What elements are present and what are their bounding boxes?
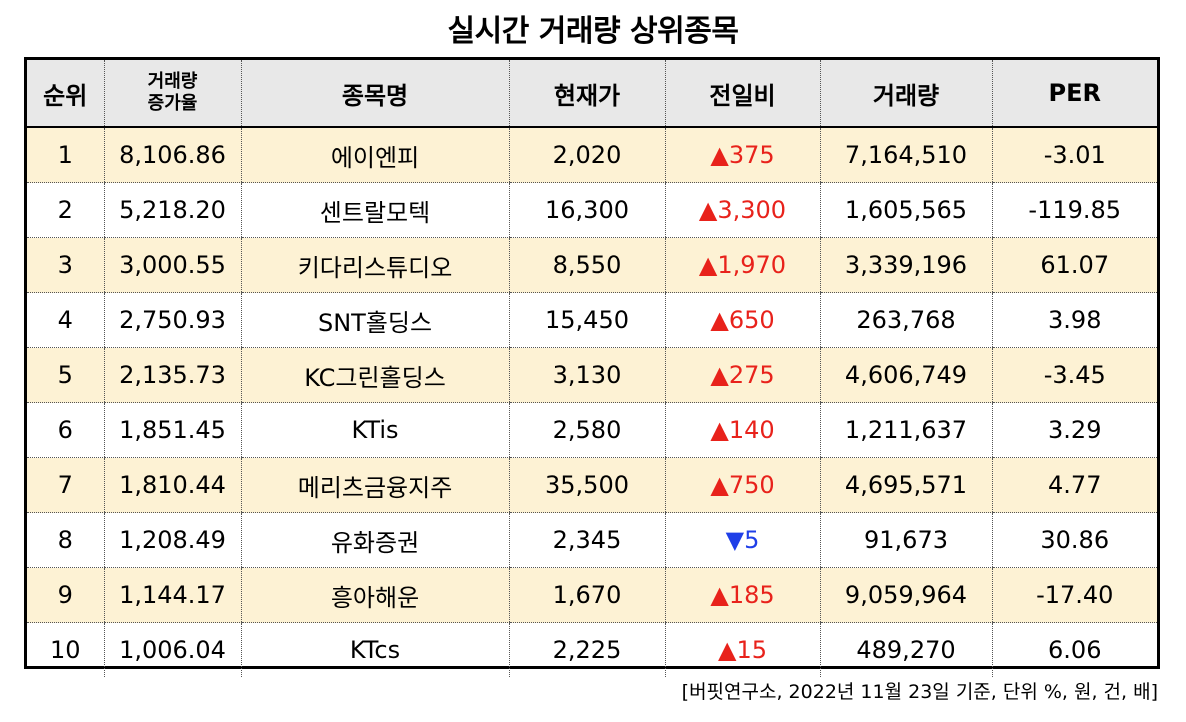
cell-volume-increase: 3,000.55 <box>103 237 241 293</box>
cell-rank: 1 <box>27 127 104 183</box>
cell-volume: 263,768 <box>819 292 992 348</box>
cell-volume-increase: 2,750.93 <box>103 292 241 348</box>
cell-volume: 489,270 <box>819 622 992 677</box>
cell-volume-increase: 5,218.20 <box>103 182 241 238</box>
cell-stock-name: KTcs <box>240 622 509 677</box>
cell-current-price: 16,300 <box>508 182 665 238</box>
cell-rank: 5 <box>27 347 104 403</box>
cell-volume-increase: 1,208.49 <box>103 512 241 568</box>
cell-per: -17.40 <box>991 567 1157 623</box>
table-row: 5 2,135.73 KC그린홀딩스 3,130 ▲275 4,606,749 -3.45 <box>27 347 1157 403</box>
cell-rank: 6 <box>27 402 104 458</box>
header-per: PER <box>991 60 1157 128</box>
table-row: 7 1,810.44 메리츠금융지주 35,500 ▲750 4,695,571 4.77 <box>27 457 1157 513</box>
cell-per: 6.06 <box>991 622 1157 677</box>
cell-volume: 3,339,196 <box>819 237 992 293</box>
cell-volume: 1,605,565 <box>819 182 992 238</box>
cell-volume-increase: 1,851.45 <box>103 402 241 458</box>
cell-rank: 2 <box>27 182 104 238</box>
table-header-row: 순위 거래량 증가율 종목명 현재가 전일비 거래량 PER <box>27 60 1157 128</box>
cell-current-price: 3,130 <box>508 347 665 403</box>
cell-current-price: 2,020 <box>508 127 665 183</box>
cell-stock-name: 키다리스튜디오 <box>240 237 509 293</box>
cell-volume-increase: 2,135.73 <box>103 347 241 403</box>
cell-stock-name: KC그린홀딩스 <box>240 347 509 403</box>
cell-change: ▲650 <box>664 292 820 348</box>
cell-change: ▲15 <box>664 622 820 677</box>
cell-change: ▲375 <box>664 127 820 183</box>
cell-current-price: 8,550 <box>508 237 665 293</box>
cell-volume: 7,164,510 <box>819 127 992 183</box>
cell-stock-name: 흥아해운 <box>240 567 509 623</box>
table-row: 2 5,218.20 센트랄모텍 16,300 ▲3,300 1,605,565 -119.… <box>27 182 1157 238</box>
cell-current-price: 35,500 <box>508 457 665 513</box>
cell-per: -3.01 <box>991 127 1157 183</box>
cell-change: ▲750 <box>664 457 820 513</box>
header-current-price: 현재가 <box>508 60 665 128</box>
cell-per: 4.77 <box>991 457 1157 513</box>
header-volume: 거래량 <box>819 60 992 128</box>
cell-change: ▼5 <box>664 512 820 568</box>
cell-change: ▲140 <box>664 402 820 458</box>
cell-per: -119.85 <box>991 182 1157 238</box>
cell-stock-name: KTis <box>240 402 509 458</box>
cell-current-price: 2,345 <box>508 512 665 568</box>
cell-volume: 4,606,749 <box>819 347 992 403</box>
cell-rank: 4 <box>27 292 104 348</box>
cell-rank: 8 <box>27 512 104 568</box>
cell-rank: 7 <box>27 457 104 513</box>
cell-change: ▲1,970 <box>664 237 820 293</box>
cell-rank: 9 <box>27 567 104 623</box>
cell-current-price: 2,225 <box>508 622 665 677</box>
cell-stock-name: 센트랄모텍 <box>240 182 509 238</box>
cell-stock-name: 에이엔피 <box>240 127 509 183</box>
cell-rank: 3 <box>27 237 104 293</box>
header-change: 전일비 <box>664 60 820 128</box>
cell-per: 61.07 <box>991 237 1157 293</box>
header-rank: 순위 <box>27 60 104 128</box>
table-row: 1 8,106.86 에이엔피 2,020 ▲375 7,164,510 -3.01 <box>27 127 1157 183</box>
cell-volume-increase: 1,006.04 <box>103 622 241 677</box>
cell-volume: 9,059,964 <box>819 567 992 623</box>
cell-volume: 1,211,637 <box>819 402 992 458</box>
cell-per: 30.86 <box>991 512 1157 568</box>
cell-change: ▲275 <box>664 347 820 403</box>
cell-stock-name: SNT홀딩스 <box>240 292 509 348</box>
table-row: 9 1,144.17 흥아해운 1,670 ▲185 9,059,964 -17.40 <box>27 567 1157 623</box>
cell-current-price: 1,670 <box>508 567 665 623</box>
cell-stock-name: 유화증권 <box>240 512 509 568</box>
table-row: 10 1,006.04 KTcs 2,225 ▲15 489,270 6.06 <box>27 622 1157 677</box>
cell-current-price: 2,580 <box>508 402 665 458</box>
page-title: 실시간 거래량 상위종목 <box>447 14 739 49</box>
cell-stock-name: 메리츠금융지주 <box>240 457 509 513</box>
cell-per: 3.98 <box>991 292 1157 348</box>
cell-volume: 91,673 <box>819 512 992 568</box>
volume-ranking-table: 순위 거래량 증가율 종목명 현재가 전일비 거래량 PER 1 8,106.86 에… <box>24 57 1160 677</box>
header-stock-name: 종목명 <box>240 60 509 128</box>
cell-rank: 10 <box>49 636 81 664</box>
header-volume-increase: 거래량 증가율 <box>103 60 241 128</box>
cell-current-price: 15,450 <box>508 292 665 348</box>
table-row: 4 2,750.93 SNT홀딩스 15,450 ▲650 263,768 3.98 <box>27 292 1157 348</box>
table-row: 8 1,208.49 유화증권 2,345 ▼5 91,673 30.86 <box>27 512 1157 568</box>
source-footnote: [버핏연구소, 2022년 11월 23일 기준, 단위 %, 원, 건, 배] <box>681 681 1158 703</box>
cell-per: 3.29 <box>991 402 1157 458</box>
table-row: 3 3,000.55 키다리스튜디오 8,550 ▲1,970 3,339,196 61.0… <box>27 237 1157 293</box>
table-body: 1 8,106.86 에이엔피 2,020 ▲375 7,164,510 -3.01 2 5,2… <box>27 127 1157 677</box>
cell-volume-increase: 8,106.86 <box>103 127 241 183</box>
header-volume-increase-label: 거래량 증가율 <box>147 71 198 114</box>
cell-volume: 4,695,571 <box>819 457 992 513</box>
cell-volume-increase: 1,810.44 <box>103 457 241 513</box>
table-row: 6 1,851.45 KTis 2,580 ▲140 1,211,637 3.29 <box>27 402 1157 458</box>
cell-per: -3.45 <box>991 347 1157 403</box>
cell-change: ▲3,300 <box>664 182 820 238</box>
cell-change: ▲185 <box>664 567 820 623</box>
cell-volume-increase: 1,144.17 <box>103 567 241 623</box>
